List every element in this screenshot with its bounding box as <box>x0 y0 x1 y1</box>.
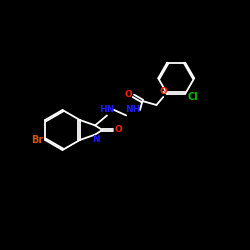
Text: NH: NH <box>126 106 141 114</box>
Text: O: O <box>114 126 122 134</box>
Text: O: O <box>125 90 133 99</box>
Text: Cl: Cl <box>187 92 198 102</box>
Text: Br: Br <box>32 135 44 145</box>
Text: N: N <box>92 134 100 143</box>
Text: O: O <box>159 88 167 96</box>
Text: HN: HN <box>99 106 114 114</box>
